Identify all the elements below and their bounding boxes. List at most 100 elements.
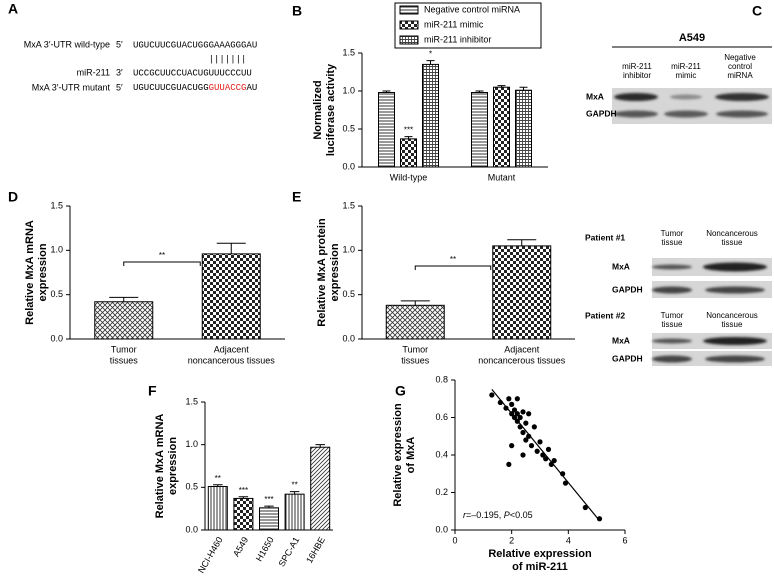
lane-label: control — [728, 62, 752, 71]
panel-label: F — [148, 383, 157, 399]
bar — [492, 245, 552, 340]
x-tick-label: 16HBE — [304, 535, 327, 565]
bar — [493, 86, 510, 168]
error-bar — [426, 60, 435, 65]
row-label: MxA — [612, 335, 630, 345]
x-tick-label: A549 — [231, 535, 250, 558]
chart-panel: B 0.0 0.5 1.0 1.5 Normalized luciferase activi… — [292, 2, 548, 182]
row-name: MxA 3′-UTR wild-type — [24, 39, 110, 49]
x-axis-title: Relative expression — [488, 548, 592, 560]
bands — [652, 262, 767, 294]
point — [506, 396, 512, 402]
row-label: GAPDH — [612, 353, 643, 363]
lane-label: miRNA — [727, 71, 753, 80]
y-axis-title: expression — [37, 243, 49, 301]
error-bar — [315, 444, 325, 448]
lane-label: miR-211 — [671, 62, 701, 71]
y-tick-label: 0.5 — [185, 482, 198, 492]
x-tick-label: 0 — [452, 535, 457, 545]
point — [506, 461, 512, 467]
bar — [201, 253, 261, 340]
significance-label: *** — [404, 126, 413, 135]
panel-label: E — [292, 189, 301, 205]
y-tick-label: 1.0 — [342, 85, 355, 95]
y-tick-label: 1.5 — [50, 200, 63, 210]
point — [523, 420, 529, 426]
error-bar — [238, 496, 249, 499]
x-tick-label: Tumor — [402, 344, 428, 354]
y-axis-title: Relative expression — [392, 403, 404, 507]
y-axis-title: Relative MxA protein — [316, 218, 328, 327]
bar — [378, 92, 395, 168]
y-tick-label: 0.0 — [342, 333, 355, 343]
significance-label: *** — [264, 495, 273, 504]
point — [534, 448, 540, 454]
stat-part: r — [463, 510, 467, 520]
chart-panel: F 0.0 0.5 1.0 1.5 Relative MxA mRNA expression… — [148, 383, 333, 575]
bar — [515, 89, 532, 168]
y-tick-label: 1.0 — [185, 439, 198, 449]
lane-label: Noncancerous — [706, 311, 758, 320]
y-axis-title: luciferase activity — [325, 63, 337, 156]
error-bar — [475, 90, 484, 93]
lane-label: tissue — [662, 238, 683, 247]
point — [551, 458, 557, 464]
point — [596, 516, 603, 522]
y-tick-label: 0.6 — [435, 412, 448, 422]
y-tick-label: 0.5 — [50, 289, 63, 299]
point — [537, 439, 543, 445]
error-bar — [216, 242, 246, 254]
y-tick-label: 1.0 — [342, 245, 355, 255]
row-end: 3′ — [116, 67, 123, 77]
legend-swatch — [399, 5, 419, 15]
point — [489, 392, 495, 398]
sequence: UGUCUUCGUACUGGGAAAGGGAU — [133, 40, 257, 50]
panel-label: G — [395, 383, 406, 399]
sequence-part: UGUCUUCGUACUGG — [133, 83, 209, 93]
legend-box — [394, 2, 542, 49]
y-tick-label: 0.8 — [435, 374, 448, 384]
x-tick-label: noncancerous tissues — [478, 355, 566, 365]
x-tick-label: Adjacent — [214, 344, 250, 354]
point — [509, 443, 515, 449]
y-tick-label: 0.0 — [50, 333, 63, 343]
x-tick-label: SPC-A1 — [276, 535, 301, 568]
y-tick-label: 0.0 — [435, 524, 448, 534]
legend-label: Negative control miRNA — [424, 4, 520, 14]
stat-annotation: r=–0.195, P<0.05 — [463, 510, 533, 520]
stat-part: P — [504, 510, 510, 520]
pairing: ||||||| — [209, 54, 247, 64]
y-axis-title: expression — [167, 437, 179, 495]
chart-panel: E 0.0 0.5 1.0 1.5 Relative MxA protein express… — [292, 189, 575, 365]
bar — [259, 507, 279, 531]
point — [531, 424, 537, 430]
point — [520, 429, 526, 436]
fit-line — [491, 388, 600, 522]
row-name: miR-211 — [77, 67, 110, 77]
chart-panel: D 0.0 0.5 1.0 1.5 Relative MxA mRNA expression… — [8, 189, 285, 365]
error-bar — [519, 86, 528, 91]
y-tick-label: 1.0 — [50, 245, 63, 255]
y-tick-label: 0.0 — [185, 524, 198, 534]
bar — [207, 485, 228, 531]
point — [514, 396, 520, 402]
significance-label: *** — [239, 486, 248, 495]
point — [514, 411, 520, 417]
mutated-part: GUUACCG — [209, 83, 247, 93]
x-tick-label: Tumor — [111, 344, 137, 354]
y-axis-title: of MxA — [405, 437, 417, 474]
row-label: MxA — [612, 261, 630, 271]
bands — [652, 337, 767, 363]
stat-part: <0.05 — [510, 510, 533, 520]
cell-line: A549 — [679, 32, 705, 44]
lane-label: tissue — [722, 320, 743, 329]
y-tick-label: 1.5 — [185, 396, 198, 406]
panel-a: A MxA 3′-UTR wild-type 5′ UGUCUUCGUACUGG… — [8, 1, 257, 94]
panel-label: C — [752, 3, 762, 19]
x-tick-label: tissues — [401, 355, 430, 365]
point — [520, 409, 526, 415]
bands — [614, 93, 769, 118]
lane-label: miR-211 — [622, 62, 652, 71]
